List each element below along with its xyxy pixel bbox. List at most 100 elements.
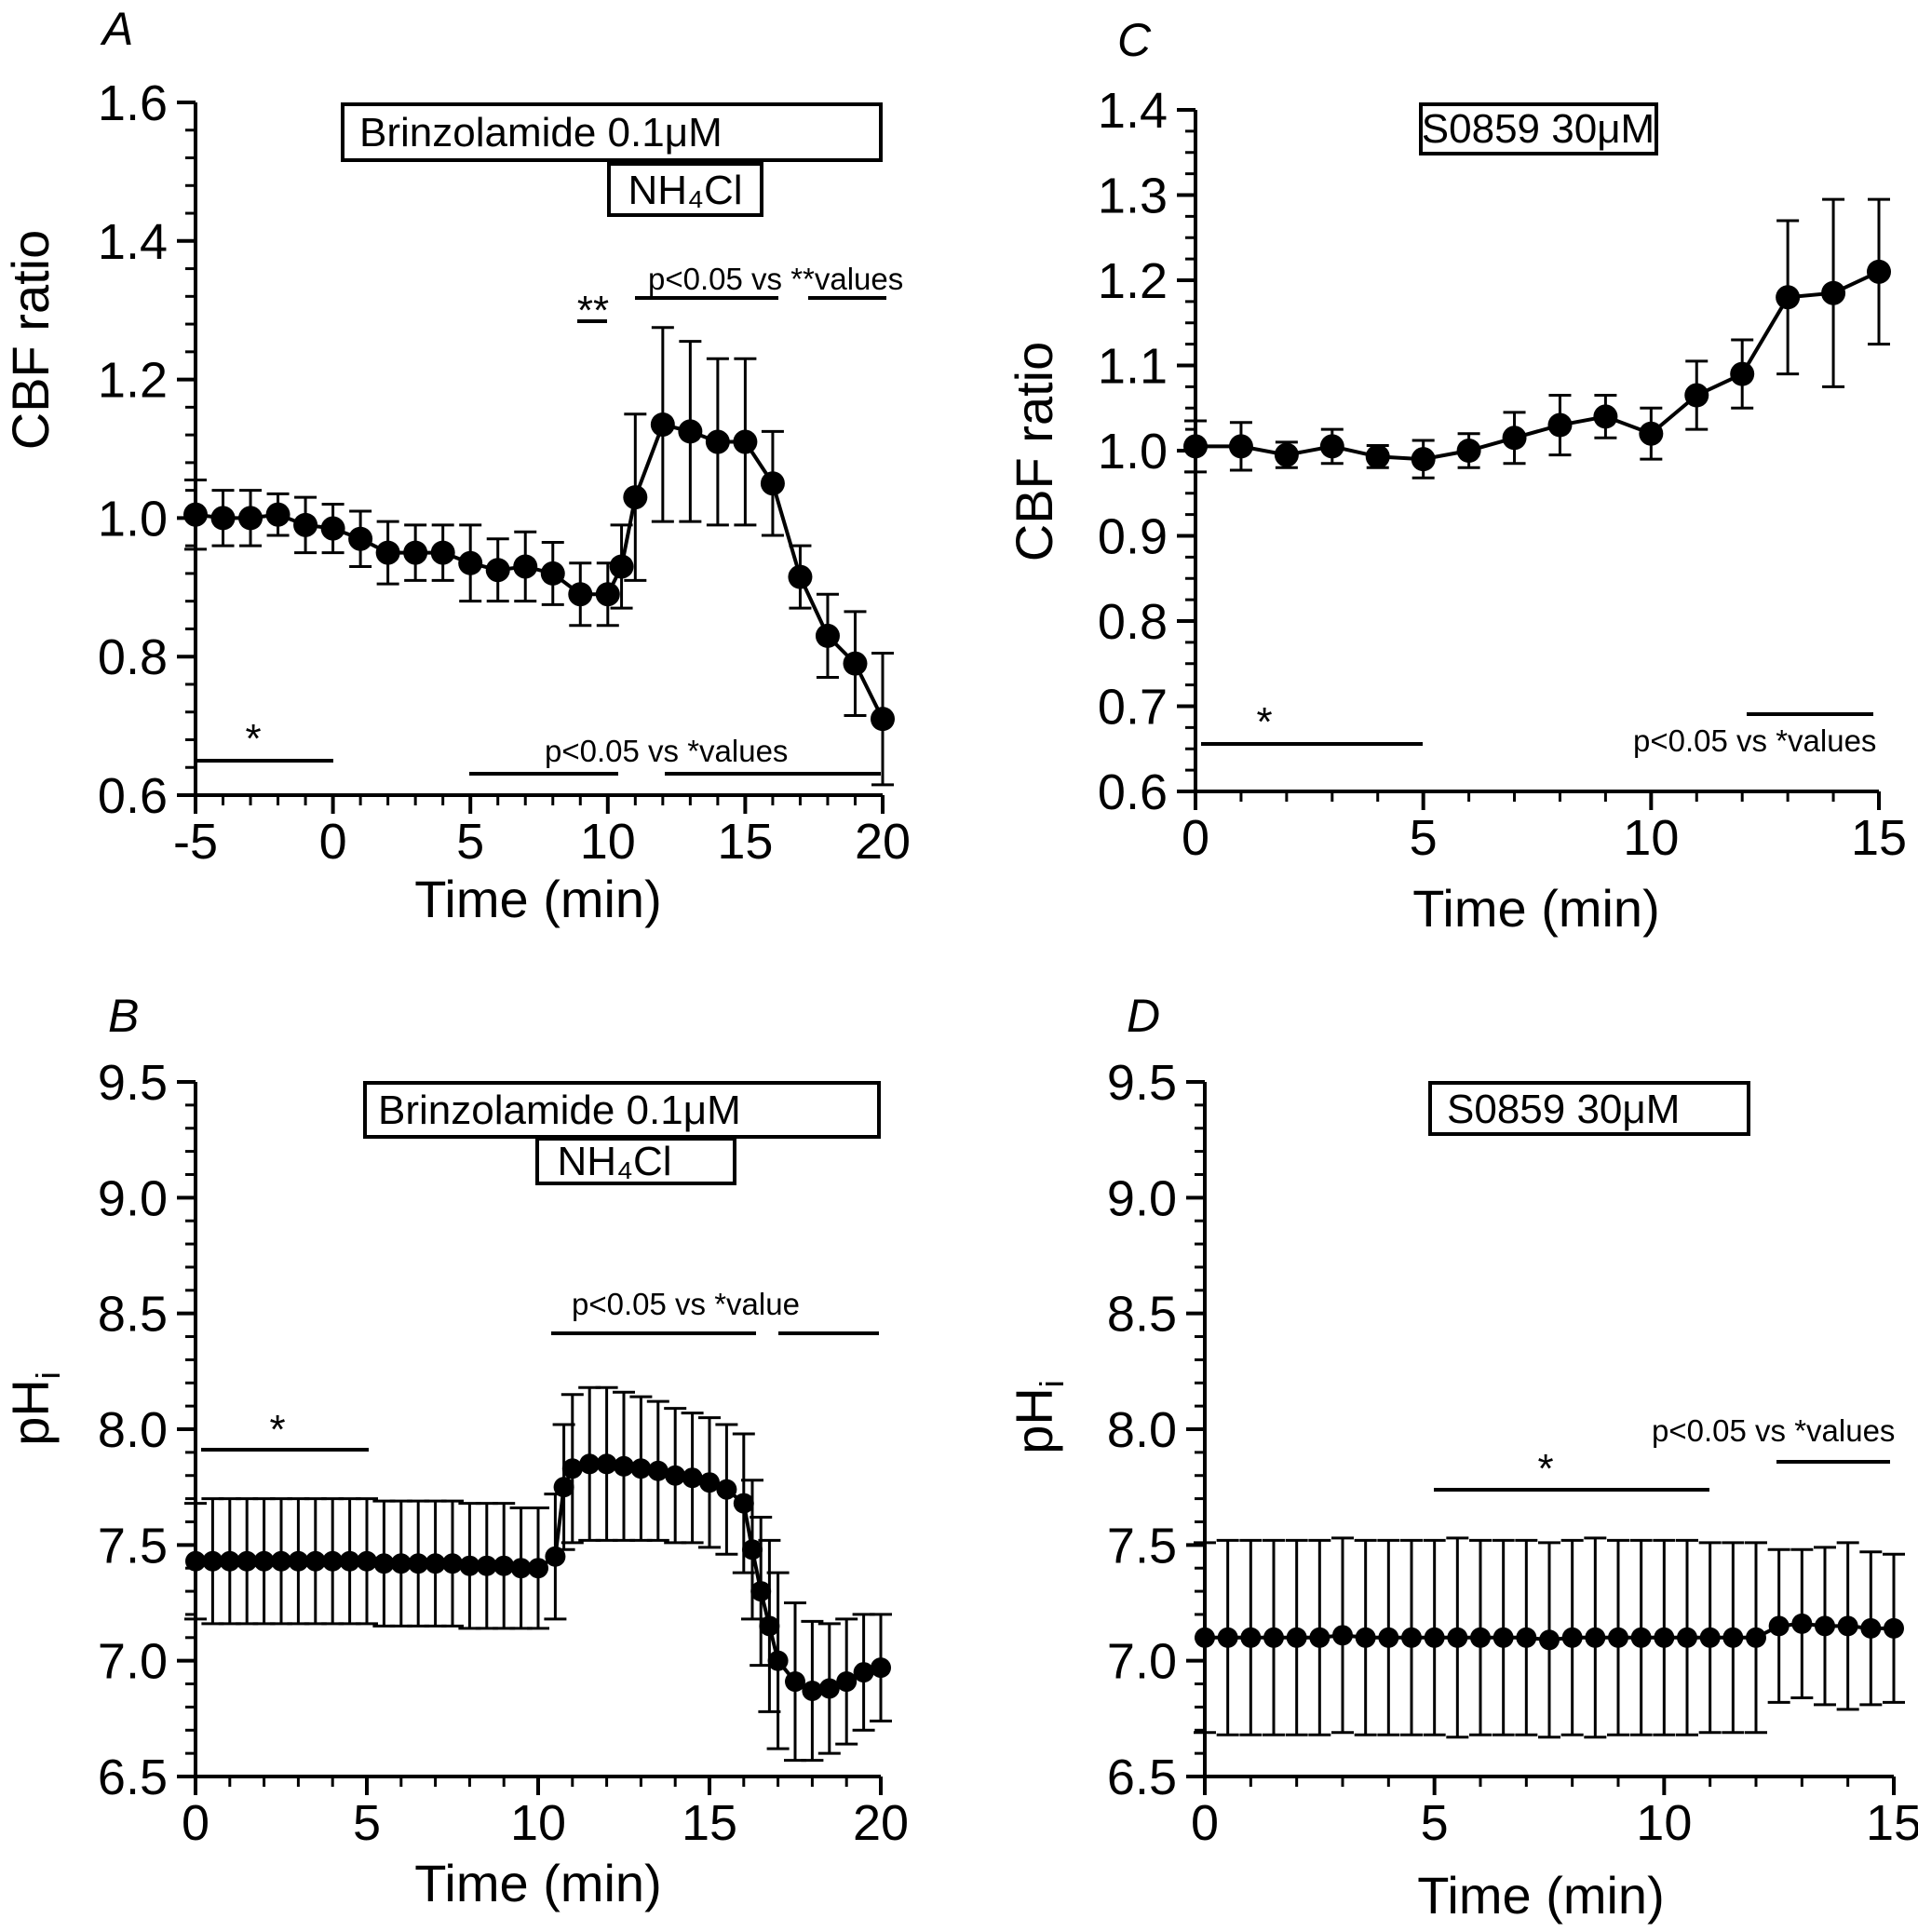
data-point [836, 1671, 858, 1693]
x-axis-label-b: Time (min) [414, 1854, 661, 1912]
y-tick-label: 0.6 [98, 768, 168, 824]
data-point [767, 1650, 789, 1671]
x-tick-label: 20 [853, 1795, 909, 1851]
data-point [1699, 1627, 1721, 1648]
y-tick-label: 0.8 [1098, 594, 1168, 650]
data-point [1493, 1627, 1514, 1648]
x-tick-label: 5 [353, 1795, 381, 1851]
data-point [802, 1680, 823, 1701]
annotation-text-c1: p<0.05 vs *values [1633, 723, 1876, 758]
data-point [1837, 1615, 1858, 1637]
data-point [579, 1453, 601, 1475]
data-point [1677, 1627, 1697, 1648]
data-point [853, 1662, 874, 1683]
annotation-text-a1: p<0.05 vs **values [648, 262, 903, 296]
y-tick-label: 7.5 [1107, 1518, 1177, 1574]
x-tick-label: 0 [1182, 810, 1209, 866]
y-tick-label: 1.2 [1098, 253, 1168, 309]
data-point [678, 419, 703, 444]
data-point [871, 707, 895, 732]
data-point [750, 1581, 772, 1602]
data-point [1286, 1627, 1307, 1648]
y-axis-label-a: CBF ratio [1, 230, 60, 451]
data-point [265, 502, 290, 527]
y-tick-label: 9.0 [98, 1170, 168, 1226]
x-tick-label: 5 [1421, 1795, 1449, 1851]
treatment-label-a2: NH₄Cl [628, 168, 742, 213]
y-axis-label-d: pHi [1005, 1380, 1071, 1454]
data-point [1228, 434, 1253, 459]
x-tick-label: 0 [319, 814, 347, 870]
x-tick-label: 10 [580, 814, 636, 870]
y-tick-label: 1.0 [98, 491, 168, 547]
data-point [1815, 1615, 1835, 1637]
y-tick-label: 7.0 [98, 1634, 168, 1690]
y-tick-label: 1.4 [98, 214, 168, 270]
data-point [733, 1493, 754, 1514]
x-tick-label: 10 [1636, 1795, 1692, 1851]
treatment-label-c1: S0859 30μM [1422, 106, 1655, 152]
data-point [1411, 447, 1436, 472]
y-tick-label: 0.9 [1098, 509, 1168, 565]
treatment-box-b2: NH₄Cl [535, 1137, 736, 1185]
data-point [1547, 412, 1573, 438]
data-point [1561, 1627, 1583, 1648]
data-point [202, 1550, 223, 1572]
data-point [425, 1553, 446, 1574]
x-tick-label: 15 [1866, 1795, 1918, 1851]
x-tick-label: 0 [182, 1795, 209, 1851]
data-point [1608, 1627, 1628, 1648]
panel-a: A CBF ratio Time (min) 0.6 0.8 1.0 1.2 1.4 1.… [1, 3, 911, 928]
y-tick-label: 1.0 [1098, 424, 1168, 480]
x-tick-label: 0 [1191, 1795, 1219, 1851]
data-point [390, 1553, 412, 1574]
data-point [1791, 1613, 1813, 1634]
svg-text:pHi: pHi [1, 1371, 67, 1446]
data-point [403, 540, 428, 565]
data-point [185, 1550, 206, 1572]
data-point [1654, 1627, 1675, 1648]
axes-a: 0.6 0.8 1.0 1.2 1.4 1.6 -5 0 5 10 15 20 [98, 75, 911, 870]
annotation-text-a2: p<0.05 vs *values [545, 734, 788, 768]
y-tick-label: 8.5 [1107, 1287, 1177, 1343]
y-tick-label: 1.4 [1098, 83, 1168, 139]
y-axis-label-c: CBF ratio [1005, 342, 1063, 562]
panel-b: B pHi Time (min) 6.5 7.0 7.5 8.0 8.5 9.0 9.5 0 5… [1, 990, 909, 1912]
data-point [705, 429, 730, 454]
x-axis-label-c: Time (min) [1412, 879, 1659, 938]
data-point [1722, 1627, 1744, 1648]
data-point [1319, 434, 1344, 459]
x-axis-label-a: Time (min) [414, 870, 661, 928]
y-tick-label: 8.5 [98, 1287, 168, 1343]
data-point [1470, 1627, 1491, 1648]
data-point [476, 1555, 497, 1576]
data-point [485, 558, 510, 583]
y-tick-label: 0.7 [1098, 680, 1168, 736]
data-point [699, 1472, 720, 1493]
treatment-label-d1: S0859 30μM [1447, 1087, 1680, 1132]
data-point [320, 516, 345, 541]
panel-letter-b: B [108, 990, 139, 1042]
data-point [510, 1558, 532, 1579]
data-point [493, 1555, 515, 1576]
annotation-star-d: * [1537, 1446, 1553, 1492]
data-point [1401, 1627, 1422, 1648]
data-point [760, 471, 785, 496]
treatment-box-b1: Brinzolamide 0.1μM [363, 1081, 881, 1139]
data-point [1447, 1627, 1468, 1648]
panel-d: D pHi Time (min) 6.5 7.0 7.5 8.0 8.5 9.0 9.5 0 5… [1005, 990, 1918, 1925]
data-point [1274, 442, 1299, 467]
data-point [219, 1550, 240, 1572]
data-point [1502, 426, 1527, 451]
panel-letter-a: A [100, 3, 133, 55]
y-axis-label-b: pHi [1, 1371, 67, 1446]
y-tick-label: 9.5 [1107, 1055, 1177, 1111]
data-point [650, 412, 675, 437]
y-tick-label: 7.0 [1107, 1634, 1177, 1690]
data-point [322, 1550, 344, 1572]
data-point [665, 1465, 686, 1486]
x-axis-label-d: Time (min) [1417, 1866, 1664, 1925]
data-point [183, 502, 208, 527]
data-point [733, 429, 758, 454]
